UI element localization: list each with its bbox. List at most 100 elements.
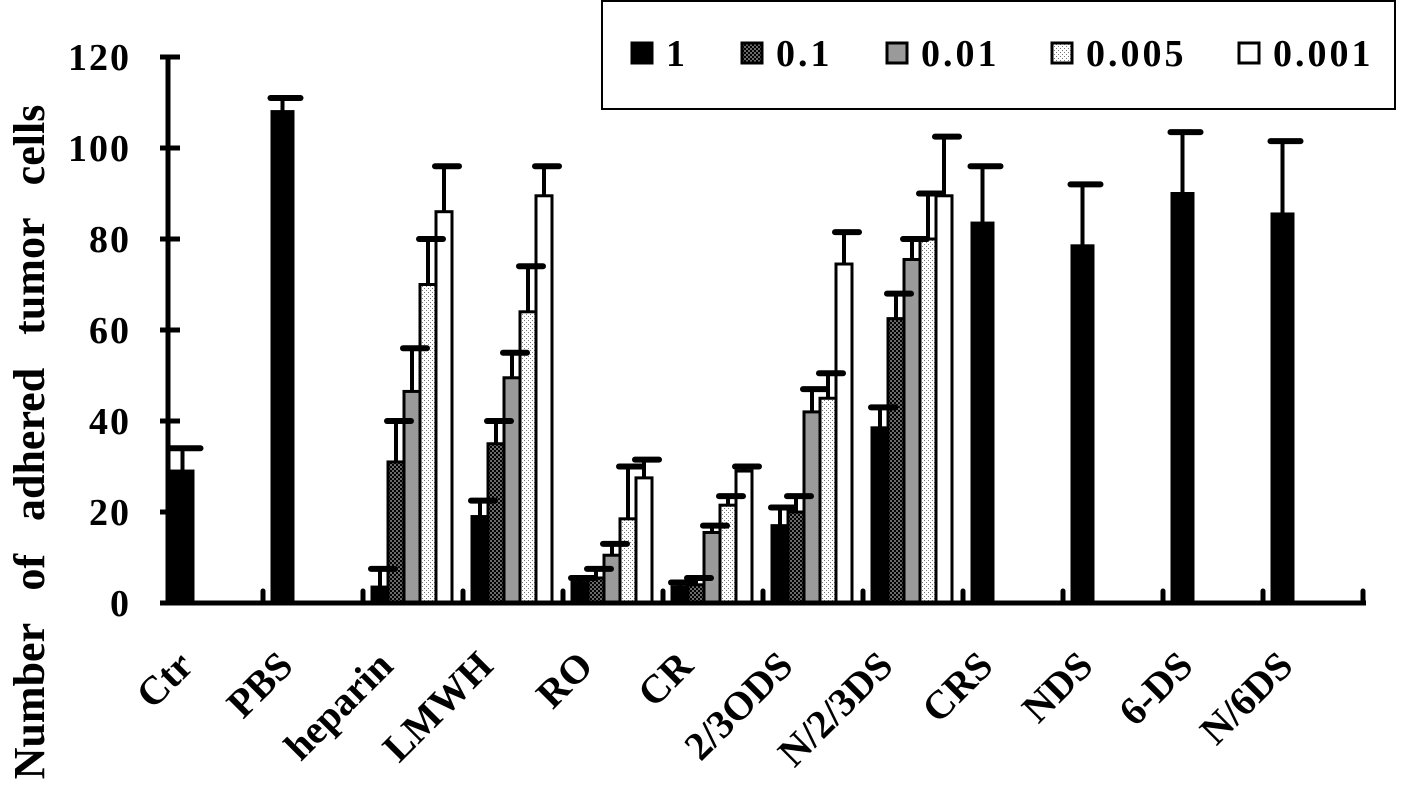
bar-cr-0-005	[718, 503, 738, 605]
error-bar-6-ds-1	[1167, 129, 1204, 194]
bar-n-6ds-1	[1270, 212, 1295, 605]
error-bars-layer	[167, 94, 1304, 588]
error-bar-heparin-0-1	[384, 418, 414, 462]
bar-2-3ods-0-005	[818, 396, 838, 605]
bar-n-2-3ds-0-01	[902, 257, 922, 605]
legend-box	[601, 0, 1396, 110]
bar-cr-0-1	[686, 583, 706, 605]
bar-n-2-3ds-0-001	[934, 194, 954, 605]
x-tick-label-crs: CRS	[913, 643, 1001, 731]
bar-nds-1	[1070, 244, 1095, 605]
bar-cr-0-01	[702, 530, 722, 605]
error-bar-cr-0-01	[700, 522, 730, 533]
bar-cr-0-001	[734, 469, 754, 605]
bar-ro-0-1	[586, 576, 606, 605]
x-tick-label-6-ds: 6-DS	[1110, 643, 1202, 735]
legend-label-0-1: 0.1	[776, 33, 833, 75]
error-bar-nds-1	[1067, 181, 1104, 246]
legend-swatch-1	[630, 41, 654, 65]
error-bar-lmwh-0-005	[516, 263, 546, 312]
bar-2-3ods-1	[770, 524, 790, 605]
error-bar-2-3ods-0-001	[832, 229, 862, 265]
error-bar-heparin-0-005	[416, 236, 446, 285]
error-bar-ro-0-005	[616, 463, 646, 519]
error-bar-cr-0-005	[716, 493, 746, 506]
y-tick-label: 0	[110, 583, 131, 625]
error-bar-n-2-3ds-0-001	[932, 133, 962, 196]
error-bar-lmwh-1	[468, 497, 498, 517]
bars-layer	[170, 110, 1295, 605]
bar-lmwh-0-01	[502, 376, 522, 605]
x-tick-label-ro: RO	[527, 643, 601, 717]
y-tick-label: 120	[68, 37, 131, 79]
legend-label-1: 1	[666, 33, 688, 75]
bar-ro-0-001	[634, 476, 654, 605]
error-bar-n-2-3ds-1	[868, 404, 898, 428]
legend-label-0-001: 0.001	[1273, 33, 1374, 75]
error-bar-cr-1	[668, 579, 698, 588]
error-bar-n-2-3ds-0-01	[900, 236, 930, 260]
error-bar-2-3ods-0-1	[784, 493, 814, 512]
error-bar-2-3ods-0-005	[816, 370, 846, 399]
x-tick-label-n-6ds: N/6DS	[1191, 643, 1301, 753]
bar-n-2-3ds-0-005	[918, 237, 938, 605]
bar-lmwh-0-1	[486, 442, 506, 605]
bar-2-3ods-0-1	[786, 510, 806, 605]
legend-label-0-01: 0.01	[921, 33, 1000, 75]
bar-lmwh-0-001	[534, 194, 554, 605]
y-tick-label: 20	[89, 492, 131, 534]
y-tick-label: 80	[89, 219, 131, 261]
error-bar-ctr-1	[167, 445, 204, 472]
bar-ctr-1	[170, 469, 195, 605]
bar-n-2-3ds-0-1	[886, 317, 906, 605]
error-bar-heparin-0-01	[400, 345, 430, 392]
error-bar-n-6ds-1	[1267, 138, 1304, 214]
error-bar-ro-0-01	[600, 540, 630, 556]
error-bar-cr-0-001	[732, 463, 762, 472]
error-bar-2-3ods-0-01	[800, 386, 830, 412]
error-bar-crs-1	[967, 163, 1004, 224]
y-axis-ticks: 0 20 40 60 80 100 120	[68, 37, 180, 625]
bar-2-3ods-0-001	[834, 262, 854, 605]
error-bar-pbs-1	[267, 94, 304, 112]
error-bar-ro-0-1	[584, 565, 614, 578]
bar-ro-0-005	[618, 517, 638, 605]
bar-n-2-3ds-1	[870, 426, 890, 605]
error-bar-n-2-3ds-0-005	[916, 190, 946, 239]
x-tick-label-pbs: PBS	[218, 643, 302, 727]
legend-swatch-0-1	[740, 41, 764, 65]
error-bar-n-2-3ds-0-1	[884, 290, 914, 319]
bar-heparin-0-001	[434, 210, 454, 605]
y-tick-label: 40	[89, 401, 131, 443]
legend: 1 0.1 0.01 0.005 0.001	[601, 0, 1396, 110]
bar-ro-1	[570, 581, 590, 605]
error-bar-2-3ods-1	[768, 504, 798, 526]
y-tick-label: 60	[89, 310, 131, 352]
error-bar-lmwh-0-01	[500, 349, 530, 378]
legend-swatch-0-01	[885, 41, 909, 65]
bar-heparin-0-005	[418, 283, 438, 605]
bar-ro-0-01	[602, 553, 622, 605]
error-bar-ro-0-001	[632, 456, 662, 478]
y-axis-title: Number of adhered tumor cells	[5, 105, 54, 780]
legend-swatch-0-001	[1237, 41, 1261, 65]
y-tick-label: 100	[68, 128, 131, 170]
error-bar-lmwh-0-1	[484, 418, 514, 444]
bar-2-3ods-0-01	[802, 410, 822, 605]
x-tick-label-nds: NDS	[1013, 643, 1101, 731]
bar-heparin-0-1	[386, 460, 406, 605]
x-axis-ticks	[260, 588, 1366, 606]
x-tick-label-ctr: Ctr	[127, 643, 201, 717]
x-tick-label-heparin: heparin	[275, 643, 401, 769]
x-tick-label-lmwh: LMWH	[374, 643, 502, 771]
error-bar-heparin-1	[368, 565, 398, 588]
legend-label-0-005: 0.005	[1086, 33, 1187, 75]
error-bar-lmwh-0-001	[532, 163, 562, 196]
legend-items: 1 0.1 0.01 0.005 0.001	[630, 33, 1374, 75]
error-bar-ro-1	[568, 574, 598, 583]
bar-pbs-1	[270, 110, 295, 605]
error-bar-heparin-0-001	[432, 163, 462, 212]
x-tick-label-cr: CR	[629, 642, 702, 715]
bar-lmwh-1	[470, 515, 490, 605]
